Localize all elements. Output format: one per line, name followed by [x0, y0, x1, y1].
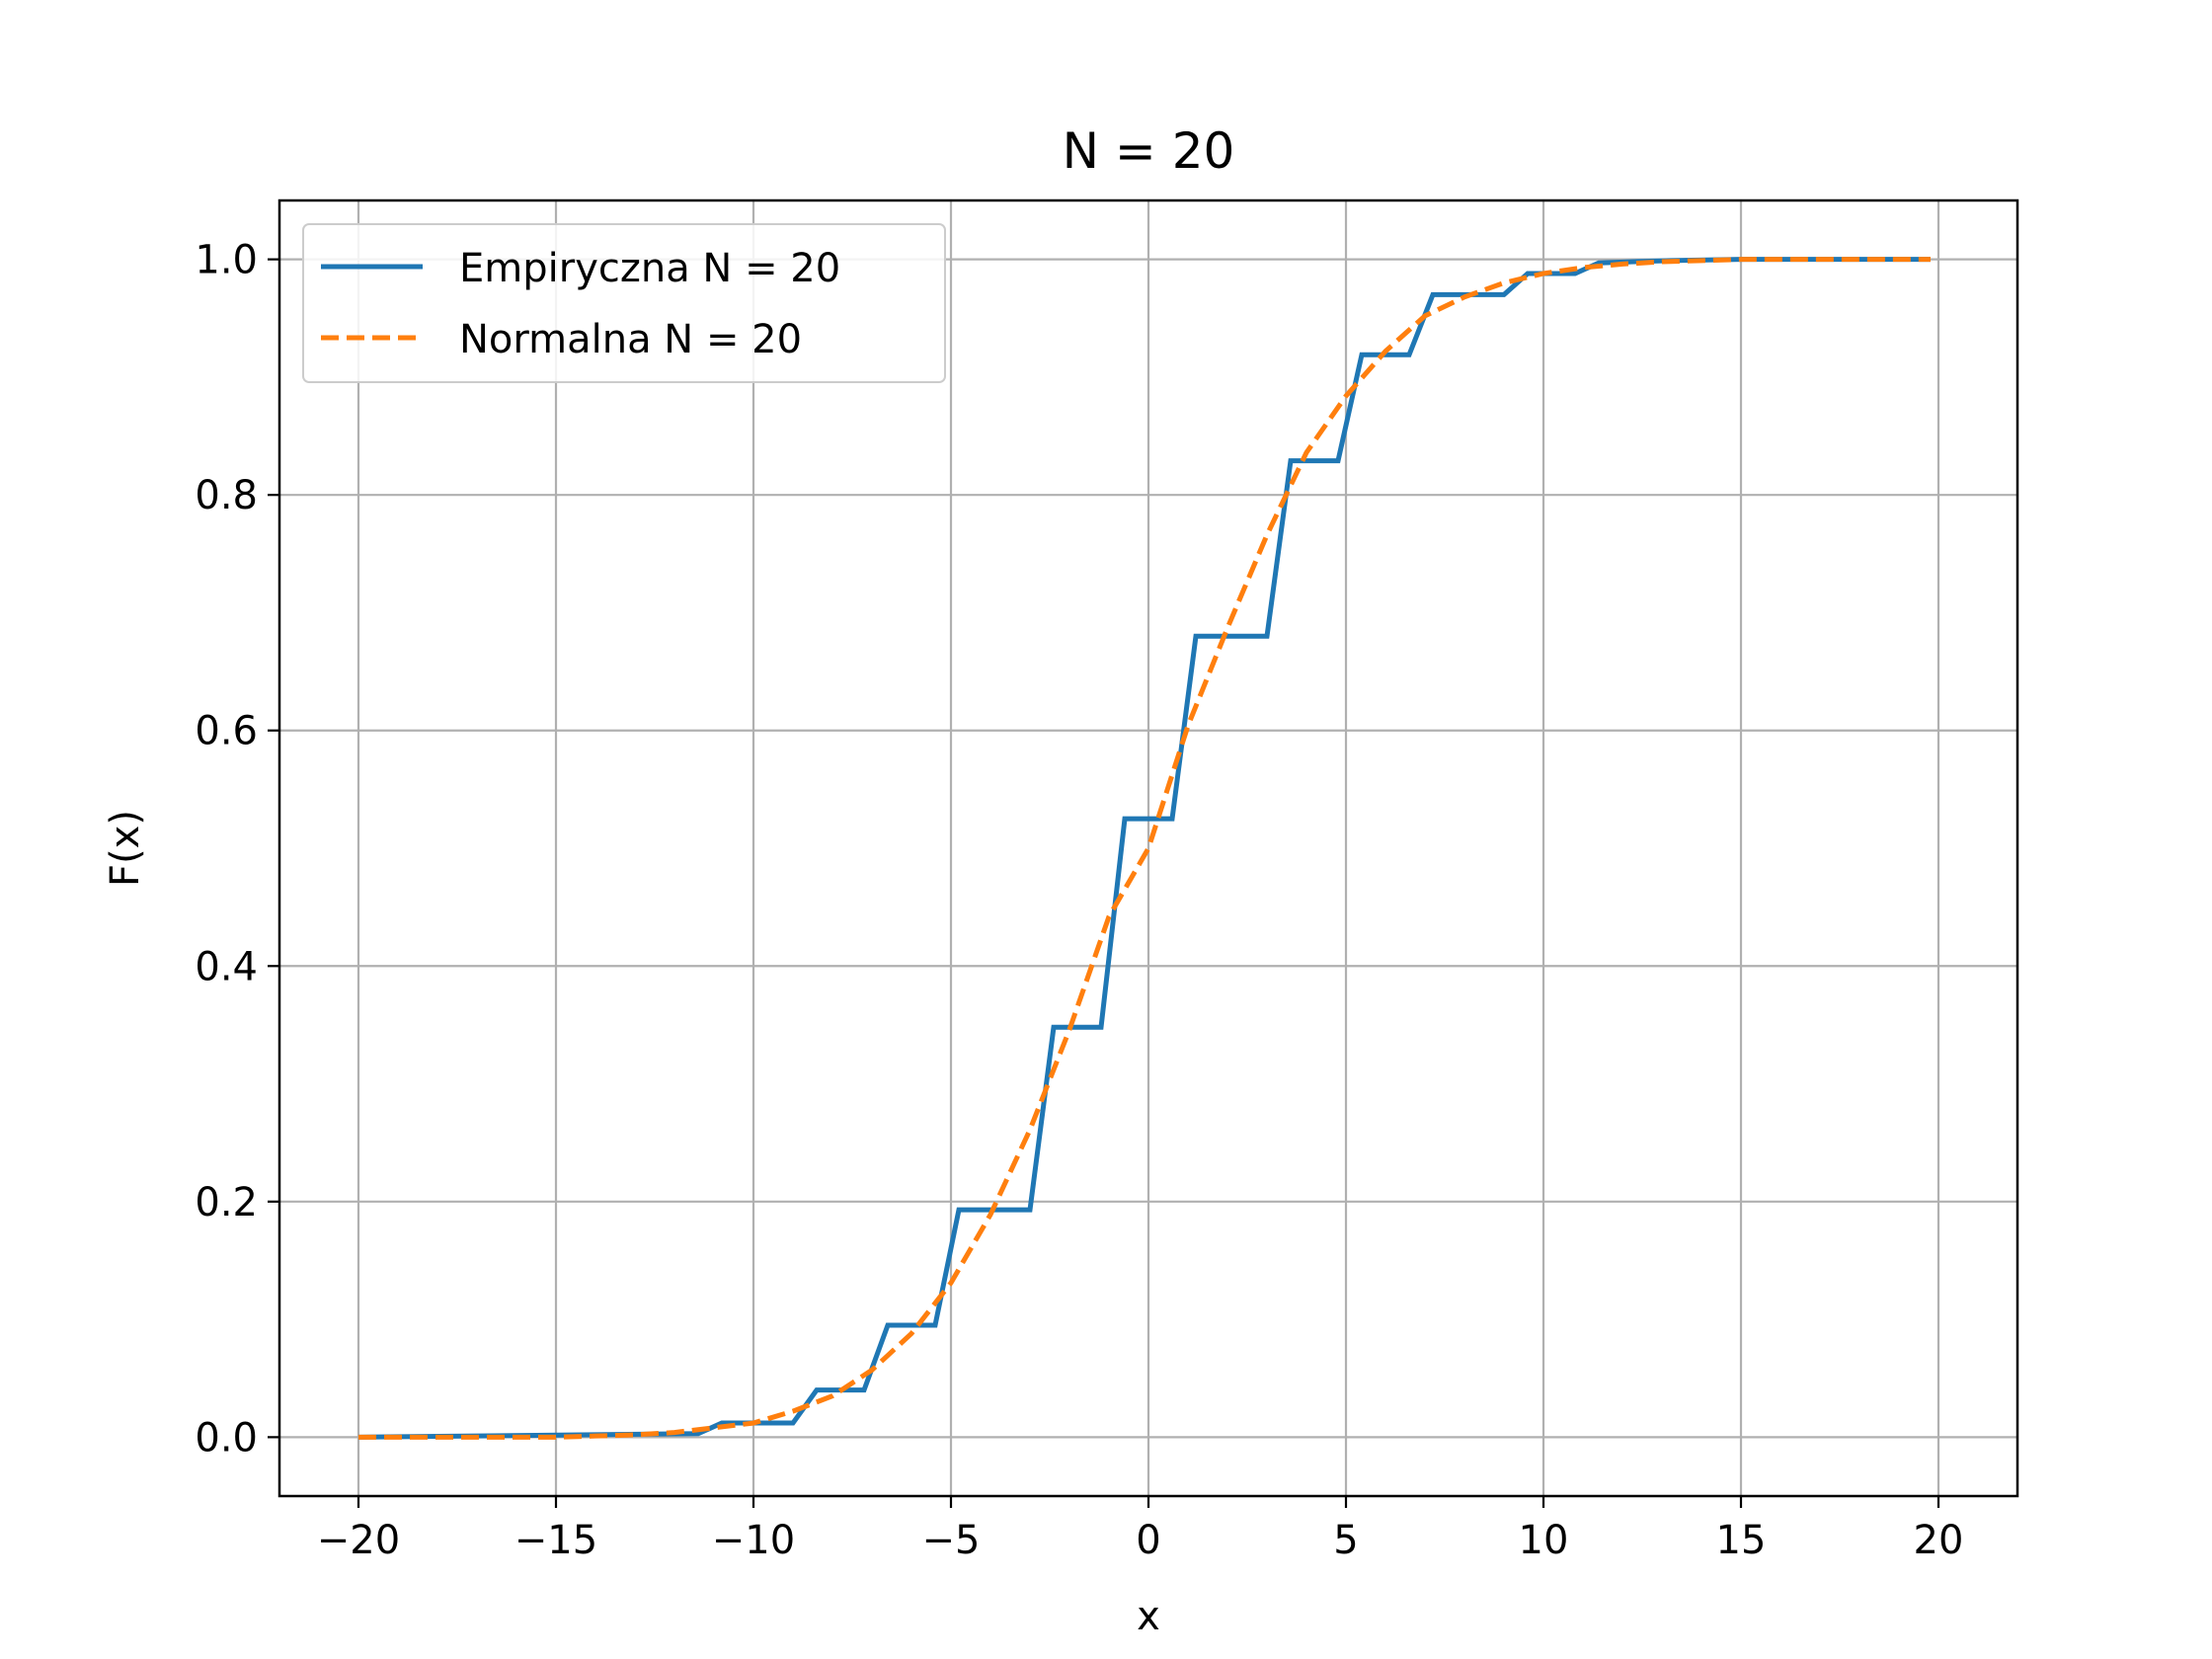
- legend-label-1: Normalna N = 20: [459, 317, 802, 362]
- x-tick-label: 0: [1136, 1518, 1160, 1563]
- x-tick-label: 20: [1914, 1518, 1964, 1563]
- x-tick-label: −15: [514, 1518, 597, 1563]
- y-tick-label: 1.0: [195, 238, 258, 283]
- y-tick-label: 0.8: [195, 473, 258, 518]
- x-tick-label: −5: [922, 1518, 981, 1563]
- legend-label-0: Empiryczna N = 20: [459, 246, 840, 291]
- y-tick-label: 0.0: [195, 1415, 258, 1461]
- y-axis-label: F(x): [103, 810, 148, 887]
- legend: Empiryczna N = 20 Normalna N = 20: [302, 223, 946, 383]
- chart-title: N = 20: [1063, 122, 1235, 180]
- ticks: −20 −15 −10 −5 0 5 10 15 20 0.0 0.2 0.4 0.6 0.8 1.0: [195, 238, 1963, 1563]
- x-tick-label: 5: [1333, 1518, 1358, 1563]
- x-tick-label: −20: [317, 1518, 400, 1563]
- x-tick-label: −10: [712, 1518, 795, 1563]
- y-tick-label: 0.4: [195, 944, 258, 989]
- y-tick-label: 0.6: [195, 709, 258, 754]
- x-tick-label: 15: [1716, 1518, 1767, 1563]
- legend-box: [302, 223, 946, 383]
- grid: [279, 200, 2017, 1496]
- y-tick-label: 0.2: [195, 1180, 258, 1225]
- x-tick-label: 10: [1519, 1518, 1569, 1563]
- series-line-1: [358, 257, 1931, 1440]
- x-axis-label: x: [1137, 1594, 1160, 1639]
- series-group: [357, 257, 1931, 1440]
